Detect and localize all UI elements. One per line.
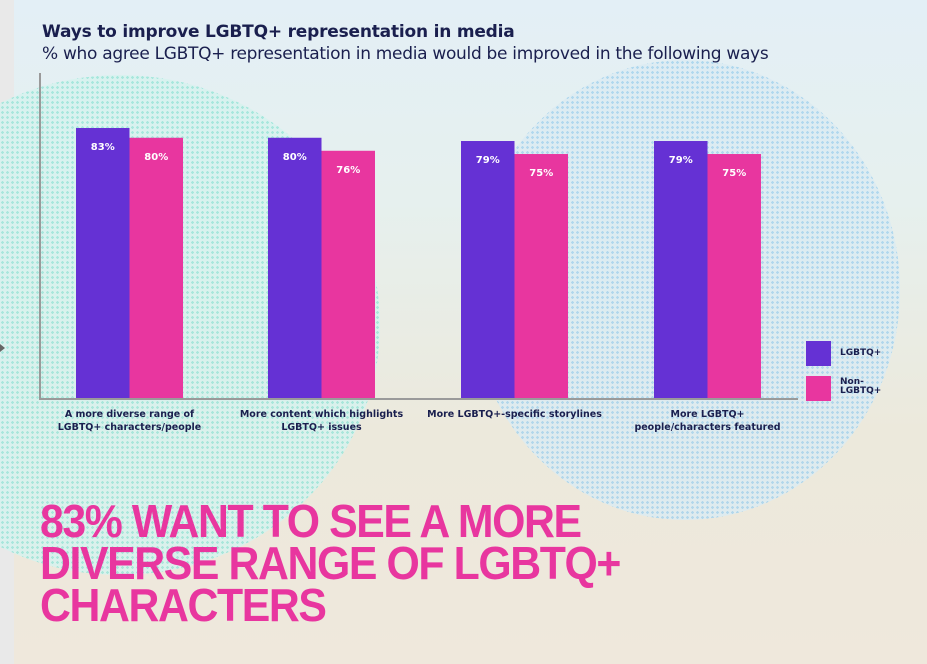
legend-swatch-non-lgbtq	[806, 376, 831, 401]
bar-value-label: 79%	[669, 155, 693, 166]
bar-value-label: 83%	[91, 142, 115, 153]
x-tick-label-line: LGBTQ+ characters/people	[57, 422, 202, 433]
legend-item-non-lgbtq: Non- LGBTQ+	[806, 376, 882, 401]
bar-value-label: 75%	[722, 168, 746, 179]
x-tick-label: More LGBTQ+ people/characters featured	[608, 408, 808, 434]
bar-non-lgbtq	[707, 154, 761, 398]
x-tick-label-line: More LGBTQ+-specific storylines	[427, 409, 602, 420]
x-tick-label-line: More content which highlights	[239, 409, 404, 420]
chart-subtitle: % who agree LGBTQ+ representation in med…	[42, 44, 769, 64]
headline-line: CHARACTERS	[40, 579, 327, 631]
bar-lgbtq	[654, 141, 708, 398]
headline: 83% WANT TO SEE A MORE DIVERSE RANGE OF …	[40, 495, 621, 631]
bar-non-lgbtq	[129, 137, 183, 398]
bar-lgbtq	[461, 141, 515, 398]
bar-value-label: 79%	[476, 155, 500, 166]
bar-non-lgbtq	[514, 154, 568, 398]
bar-non-lgbtq	[321, 150, 375, 398]
bar-lgbtq	[76, 128, 130, 398]
legend-label-lgbtq: LGBTQ+	[840, 348, 882, 358]
x-tick-label: A more diverse range of LGBTQ+ characters…	[30, 408, 230, 434]
headline-line: 83% WANT TO SEE A MORE	[40, 495, 582, 547]
legend: LGBTQ+ Non- LGBTQ+	[806, 341, 882, 411]
legend-swatch-lgbtq	[806, 341, 831, 366]
bar-value-label: 75%	[529, 168, 553, 179]
x-tick-label: More LGBTQ+-specific storylines	[415, 408, 615, 421]
x-tick-label: More content which highlights LGBTQ+ issu…	[222, 408, 422, 434]
expand-arrow-icon[interactable]	[0, 344, 5, 352]
bar-value-label: 80%	[283, 152, 307, 163]
x-tick-label-line: More LGBTQ+	[670, 409, 745, 420]
x-tick-label-line: LGBTQ+ issues	[281, 422, 362, 433]
x-tick-label-line: people/characters featured	[634, 422, 781, 433]
legend-label-non-lgbtq: Non- LGBTQ+	[840, 377, 882, 396]
bar-value-label: 76%	[336, 165, 360, 176]
x-tick-label-line: A more diverse range of	[64, 409, 195, 420]
headline-line: DIVERSE RANGE OF LGBTQ+	[40, 537, 621, 589]
bar-value-label: 80%	[144, 152, 168, 163]
legend-item-lgbtq: LGBTQ+	[806, 341, 882, 366]
legend-label-line: Non-	[840, 377, 864, 387]
legend-label-line: LGBTQ+	[840, 386, 882, 396]
chart-title: Ways to improve LGBTQ+ representation in…	[42, 22, 515, 42]
bar-lgbtq	[268, 137, 322, 398]
